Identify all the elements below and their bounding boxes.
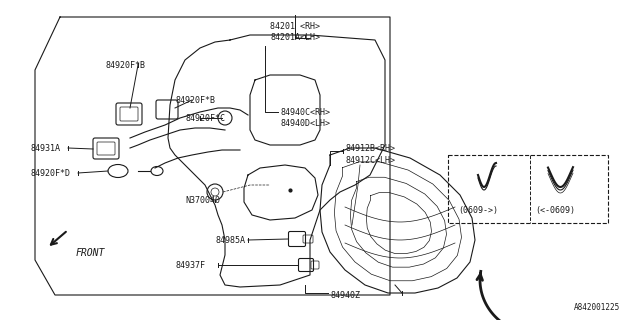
Text: 84940D<LH>: 84940D<LH> [280, 118, 330, 127]
Text: 84931A: 84931A [30, 143, 60, 153]
Text: 84937F: 84937F [175, 260, 205, 269]
Text: 84940C<RH>: 84940C<RH> [280, 108, 330, 116]
Text: 84201 <RH>: 84201 <RH> [270, 22, 320, 31]
Text: FRONT: FRONT [76, 248, 106, 258]
Text: (0609->): (0609->) [458, 205, 498, 214]
Text: 84201A<LH>: 84201A<LH> [270, 33, 320, 42]
Text: (<-0609): (<-0609) [535, 205, 575, 214]
Text: 84920F*D: 84920F*D [30, 169, 70, 178]
Text: 84920F*B: 84920F*B [105, 60, 145, 69]
Text: 84985A: 84985A [215, 236, 245, 244]
Text: 84912B<RH>: 84912B<RH> [345, 143, 395, 153]
Text: A842001225: A842001225 [573, 303, 620, 312]
Text: N370040: N370040 [185, 196, 220, 204]
Text: 84912C<LH>: 84912C<LH> [345, 156, 395, 164]
Text: 84920F*C: 84920F*C [185, 114, 225, 123]
Text: 84920F*B: 84920F*B [175, 95, 215, 105]
Text: 84940Z: 84940Z [330, 291, 360, 300]
